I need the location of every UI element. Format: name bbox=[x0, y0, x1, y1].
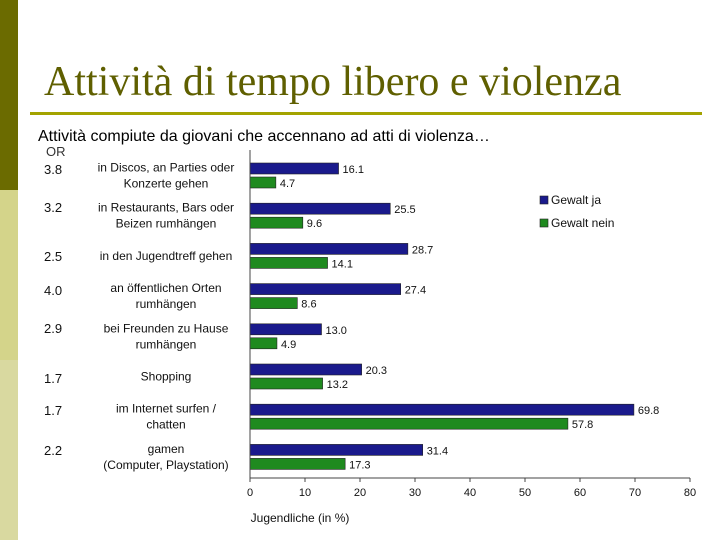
slide-subtitle: Attività compiute da giovani che accenna… bbox=[38, 128, 490, 145]
category-label: bei Freunden zu Hause bbox=[104, 321, 229, 335]
x-tick-label: 50 bbox=[519, 487, 531, 499]
or-value: 1.7 bbox=[44, 371, 63, 386]
bar bbox=[249, 417, 569, 430]
data-label: 28.7 bbox=[412, 244, 433, 256]
legend-label: Gewalt ja bbox=[551, 193, 601, 207]
category-label: gamen bbox=[148, 442, 185, 456]
or-value: 3.8 bbox=[44, 162, 63, 177]
title-underline bbox=[30, 112, 702, 115]
data-label: 20.3 bbox=[366, 365, 387, 377]
category-label: Beizen rumhängen bbox=[116, 217, 217, 231]
data-label: 13.0 bbox=[326, 325, 347, 337]
x-tick-label: 20 bbox=[354, 487, 366, 499]
category-label: chatten bbox=[146, 418, 185, 432]
or-value: 4.0 bbox=[44, 283, 63, 298]
x-tick-label: 80 bbox=[684, 487, 696, 499]
data-label: 17.3 bbox=[349, 459, 370, 471]
data-label: 8.6 bbox=[301, 299, 316, 311]
bar bbox=[249, 216, 304, 229]
data-label: 57.8 bbox=[572, 419, 593, 431]
x-tick-label: 30 bbox=[409, 487, 421, 499]
x-axis-label: Jugendliche (in %) bbox=[251, 511, 350, 525]
legend-label: Gewalt nein bbox=[551, 216, 614, 230]
bar bbox=[249, 243, 409, 255]
data-label: 13.2 bbox=[327, 379, 348, 391]
bar bbox=[249, 337, 278, 350]
data-label: 25.5 bbox=[394, 204, 415, 216]
bar bbox=[249, 323, 322, 336]
bar bbox=[249, 257, 328, 269]
or-value: 1.7 bbox=[44, 403, 63, 418]
category-label: Shopping bbox=[141, 370, 192, 384]
data-label: 31.4 bbox=[427, 445, 448, 457]
x-tick-label: 70 bbox=[629, 487, 641, 499]
slide-sidebar bbox=[0, 0, 18, 540]
bar bbox=[249, 283, 401, 295]
bar bbox=[249, 377, 323, 390]
bar bbox=[249, 202, 391, 215]
data-label: 69.8 bbox=[638, 405, 659, 417]
sidebar-dark-band bbox=[0, 0, 18, 190]
category-label: in Restaurants, Bars oder bbox=[98, 201, 234, 215]
or-value: 3.2 bbox=[44, 200, 63, 215]
bar bbox=[249, 458, 346, 470]
legend-swatch bbox=[539, 218, 549, 228]
data-label: 27.4 bbox=[405, 285, 426, 297]
category-label: rumhängen bbox=[136, 297, 197, 311]
bar bbox=[249, 403, 635, 416]
bar bbox=[249, 363, 362, 376]
category-label: (Computer, Playstation) bbox=[103, 458, 228, 472]
sidebar-light-band bbox=[0, 190, 18, 360]
data-label: 9.6 bbox=[307, 218, 322, 230]
or-value: 2.5 bbox=[44, 249, 63, 264]
bar bbox=[249, 444, 423, 456]
or-value: 2.2 bbox=[44, 443, 63, 458]
or-column-header: OR bbox=[46, 144, 66, 159]
x-tick-label: 10 bbox=[299, 487, 311, 499]
category-label: rumhängen bbox=[136, 337, 197, 351]
category-label: an öffentlichen Orten bbox=[110, 281, 221, 295]
data-label: 14.1 bbox=[332, 258, 353, 270]
bar bbox=[249, 162, 339, 175]
category-label: Konzerte gehen bbox=[124, 177, 209, 191]
category-label: in den Jugendtreff gehen bbox=[100, 249, 233, 263]
x-tick-label: 0 bbox=[247, 487, 253, 499]
data-label: 16.1 bbox=[343, 164, 364, 176]
slide-title: Attività di tempo libero e violenza bbox=[44, 59, 622, 105]
x-tick-label: 60 bbox=[574, 487, 586, 499]
data-label: 4.7 bbox=[280, 178, 295, 190]
data-label: 4.9 bbox=[281, 339, 296, 351]
bar bbox=[249, 297, 298, 309]
category-label: in Discos, an Parties oder bbox=[98, 161, 235, 175]
or-value: 2.9 bbox=[44, 321, 63, 336]
legend-swatch bbox=[539, 195, 549, 205]
bar bbox=[249, 176, 277, 189]
category-label: im Internet surfen / bbox=[116, 402, 217, 416]
x-tick-label: 40 bbox=[464, 487, 476, 499]
sidebar-lower-band bbox=[0, 360, 18, 540]
